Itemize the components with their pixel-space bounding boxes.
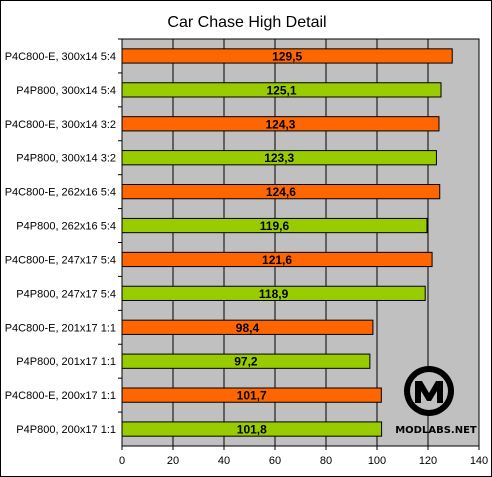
- data-label: 124,6: [266, 185, 296, 199]
- bar: [121, 421, 383, 437]
- bar: [121, 48, 453, 64]
- data-label: 123,3: [264, 151, 294, 165]
- category-label: P4C800-E, 262x16 5:4: [5, 187, 116, 199]
- data-label: 101,8: [237, 423, 267, 437]
- bar: [121, 353, 371, 369]
- category-label: P4P800, 201x17 1:1: [16, 356, 116, 368]
- bar: [121, 217, 428, 234]
- x-tick-label: 60: [269, 455, 281, 467]
- category-label: P4C800-E, 300x14 3:2: [5, 119, 116, 131]
- category-label: P4C800-E, 247x17 5:4: [5, 254, 116, 266]
- bar: [121, 387, 382, 403]
- data-label: 97,2: [234, 355, 258, 369]
- x-tick-label: 120: [419, 455, 437, 467]
- bar: [121, 251, 433, 268]
- data-label: 129,5: [272, 49, 302, 63]
- chart-title: Car Chase High Detail: [167, 14, 326, 31]
- category-label: P4P800, 200x17 1:1: [16, 424, 116, 436]
- logo-m-icon: [415, 381, 443, 403]
- category-label: P4P800, 247x17 5:4: [16, 288, 116, 300]
- data-label: 119,6: [260, 219, 290, 233]
- category-labels: P4C800-E, 300x14 5:4 P4P800, 300x14 5:4 P4…: [5, 38, 122, 436]
- bars: [121, 48, 453, 437]
- data-labels: 129,5 125,1 124,3 123,3 124,6 119,6 121,6 118,9…: [234, 49, 302, 436]
- category-label: P4P800, 262x16 5:4: [16, 221, 116, 233]
- data-label: 98,4: [236, 321, 260, 335]
- bar: [121, 116, 440, 132]
- x-tick-label: 20: [167, 455, 179, 467]
- bar: [121, 82, 442, 98]
- category-label: P4C800-E, 201x17 1:1: [5, 322, 116, 334]
- x-tick-label: 140: [470, 455, 488, 467]
- watermark-text: MODLABS.NET: [395, 425, 477, 436]
- data-label: 101,7: [237, 389, 267, 403]
- data-label: 124,3: [265, 117, 295, 131]
- category-label: P4P800, 300x14 5:4: [16, 85, 116, 97]
- x-tick-labels: 0 20 40 60 80 100 120 140: [119, 446, 488, 467]
- data-label: 121,6: [262, 253, 292, 267]
- bar: [121, 184, 441, 200]
- bar: [121, 150, 437, 166]
- x-tick-label: 0: [119, 455, 125, 467]
- bar: [121, 319, 374, 335]
- data-label: 118,9: [259, 287, 289, 301]
- x-tick-label: 40: [218, 455, 230, 467]
- category-label: P4C800-E, 200x17 1:1: [5, 390, 116, 402]
- category-label: P4P800, 300x14 3:2: [16, 153, 116, 165]
- x-tick-label: 80: [320, 455, 332, 467]
- data-label: 125,1: [266, 83, 296, 97]
- modlabs-logo: MODLABS.NET: [395, 366, 477, 436]
- x-tick-label: 100: [368, 455, 386, 467]
- bar: [121, 285, 426, 301]
- category-label: P4C800-E, 300x14 5:4: [5, 51, 116, 63]
